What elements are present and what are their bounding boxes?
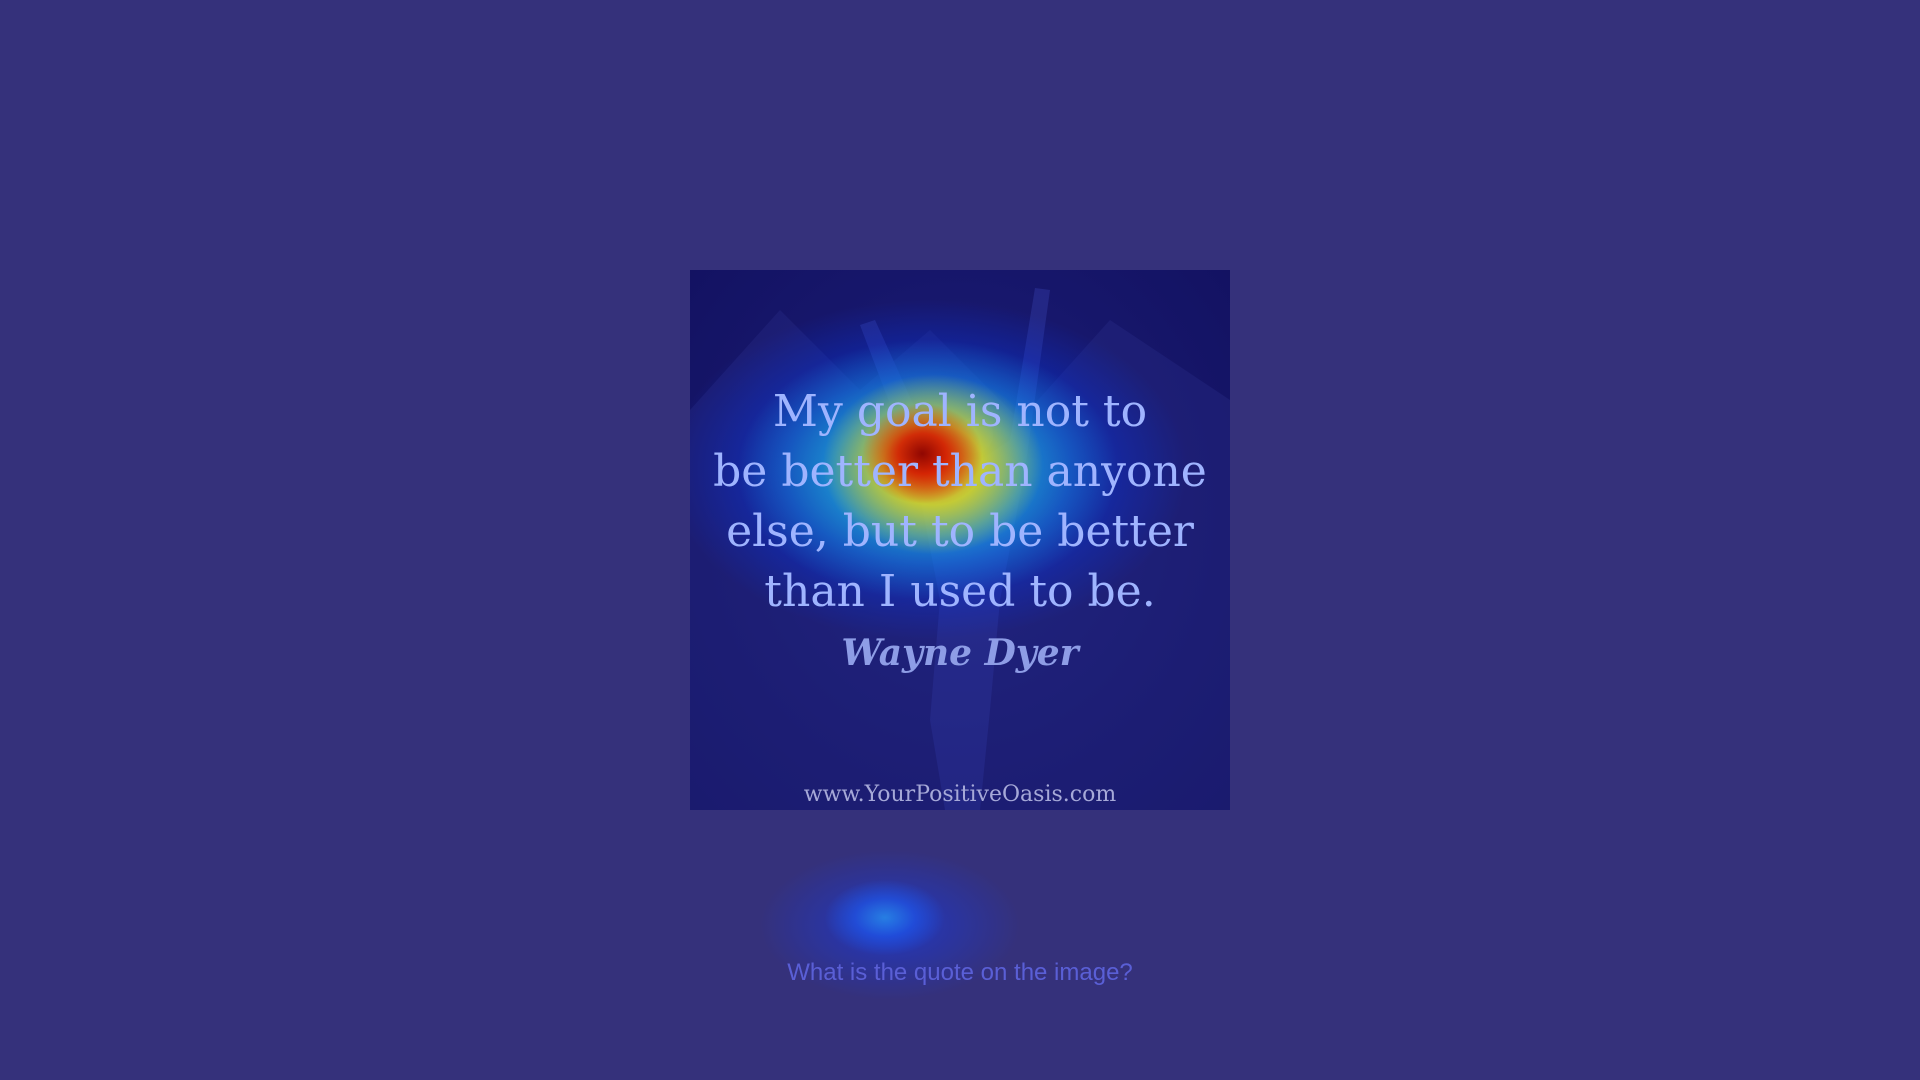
website-url: www.YourPositiveOasis.com bbox=[803, 782, 1117, 807]
quote-text: My goal is not to be better than anyone … bbox=[690, 382, 1230, 622]
quote-image: My goal is not to be better than anyone … bbox=[690, 270, 1230, 810]
quote-line-4: than I used to be. bbox=[764, 566, 1156, 617]
quote-line-2: be better than anyone bbox=[713, 446, 1207, 497]
question-text: What is the quote on the image? bbox=[787, 959, 1133, 986]
quote-line-1: My goal is not to bbox=[772, 386, 1148, 437]
quote-author: Wayne Dyer bbox=[841, 632, 1079, 674]
quote-line-3: else, but to be better bbox=[726, 506, 1194, 557]
